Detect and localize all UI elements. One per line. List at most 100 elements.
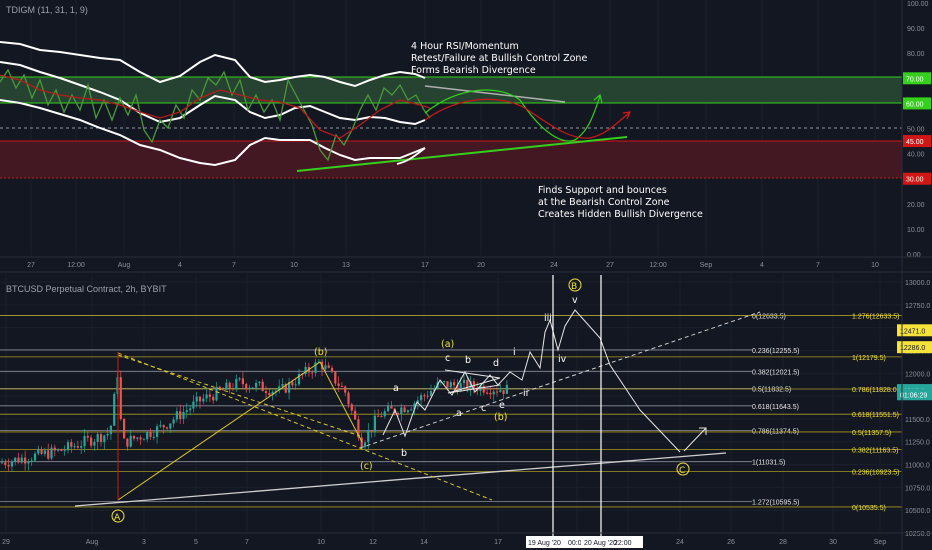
wave-count-path xyxy=(382,309,681,453)
candle-body xyxy=(40,448,43,454)
fib-white-label: 1.272(10595.5) xyxy=(752,499,799,506)
price-x-tick: 24 xyxy=(676,539,684,546)
candle-body xyxy=(37,448,40,454)
wave-iv-label: iv xyxy=(558,354,567,365)
candle-body xyxy=(304,366,307,375)
rsi-x-tick: 12:00 xyxy=(649,262,667,269)
yellow-dashed-bc2 xyxy=(117,354,361,437)
price-y-tick: 13000.0 xyxy=(905,280,930,287)
candle-body xyxy=(27,461,30,464)
candle-body xyxy=(156,426,159,437)
candle-body xyxy=(327,365,330,368)
candle-body xyxy=(86,435,89,438)
candle-body xyxy=(136,437,139,439)
wave-ii-label: ii xyxy=(523,388,528,399)
price-y-tick: 11000.0 xyxy=(905,463,930,470)
price-x-tick: 28 xyxy=(779,539,787,546)
price-panel-title[interactable]: BTCUSD Perpetual Contract, 2h, BYBIT xyxy=(6,284,167,294)
candle-body xyxy=(291,382,294,386)
rsi-signal-line xyxy=(0,74,431,139)
rsi-indicator-title[interactable]: TDIGM (11, 31, 1, 9) xyxy=(6,5,88,15)
candle-body xyxy=(169,423,172,429)
candle-body xyxy=(73,446,76,448)
candle-body xyxy=(241,378,244,385)
candle-body xyxy=(502,390,505,394)
rsi-panel[interactable]: 4 Hour RSI/Momentum Retest/Failure at Bu… xyxy=(0,1,931,259)
candle-body xyxy=(96,434,99,442)
wave-B-circle xyxy=(568,278,582,292)
candle-body xyxy=(80,446,83,448)
price-badge-label: 12471.0 xyxy=(900,328,925,335)
candle-body xyxy=(499,390,502,392)
candle-body xyxy=(245,384,248,390)
rsi-badge xyxy=(903,72,931,85)
wave-c-triangle-label: c xyxy=(445,353,450,364)
candle-body xyxy=(93,441,96,446)
bullish-control-zone xyxy=(0,77,902,103)
candle-body xyxy=(76,446,79,448)
candle-body xyxy=(248,387,251,390)
candle-body xyxy=(60,449,63,451)
candle-body xyxy=(172,419,175,424)
candle-body xyxy=(103,435,106,443)
wave-c-triangle2-label: c xyxy=(481,403,486,414)
candle-body xyxy=(17,457,20,463)
candle-body xyxy=(24,457,27,464)
rsi-badge-label: 45.00 xyxy=(906,139,924,146)
candle-body xyxy=(284,384,287,393)
rsi-badge-label: 30.00 xyxy=(906,177,924,184)
candle-body xyxy=(50,447,53,459)
candle-body xyxy=(14,457,17,462)
candle-body xyxy=(126,438,129,447)
candle-body xyxy=(268,393,271,396)
candle-body xyxy=(43,450,46,454)
candle-body xyxy=(165,427,169,429)
candle-body xyxy=(472,381,475,388)
rsi-x-tick: 17 xyxy=(421,262,429,269)
rsi-line xyxy=(0,68,431,162)
candle-body xyxy=(390,406,393,409)
fib-yellow-label: 1.276(12633.5) xyxy=(852,313,899,320)
candle-body xyxy=(47,450,50,459)
candle-body xyxy=(192,401,195,409)
fib-yellow-label: 0.5(11357.5) xyxy=(852,430,891,437)
candle-body xyxy=(400,407,403,415)
candle-body xyxy=(139,437,142,440)
candle-body xyxy=(370,429,373,432)
price-x-tick: 5 xyxy=(194,539,198,546)
price-x-tick: Aug xyxy=(86,539,99,546)
candle-body xyxy=(66,442,70,451)
candle-body xyxy=(387,406,390,412)
rsi-y-tick: 50.00 xyxy=(907,127,925,134)
time-label-4: 22:00 xyxy=(614,540,632,547)
candle-body xyxy=(261,381,264,392)
wave-a-triangle-label: a xyxy=(456,408,462,419)
rsi-middle-band xyxy=(0,61,426,126)
candle-body xyxy=(406,410,409,413)
fib-yellow-label: 0.618(11551.5) xyxy=(852,412,899,419)
rsi-y-tick: 40.00 xyxy=(907,152,925,159)
wave-labels: A B C (b) (c) (a) (b) a b c b d a c e i … xyxy=(111,278,690,523)
candle-body xyxy=(212,396,215,401)
rsi-lower-band xyxy=(0,99,426,167)
candle-body xyxy=(380,416,383,418)
price-panel[interactable]: BTCUSD Perpetual Contract, 2h, BYBIT 0(1… xyxy=(0,275,932,538)
candle-body xyxy=(489,392,492,395)
rsi-x-axis[interactable]: 27 12:00 Aug 4 7 10 13 17 20 24 27 12:00 Sep 4 7 10 xyxy=(27,262,879,269)
candle-body xyxy=(208,394,211,397)
final-c-arrow xyxy=(683,427,707,452)
candle-body xyxy=(453,382,456,386)
candle-body xyxy=(294,384,297,386)
candle-body xyxy=(492,391,495,395)
projected-red-arrowhead xyxy=(622,111,631,120)
price-x-tick: 17 xyxy=(494,539,502,546)
candle-body xyxy=(459,383,462,392)
rsi-bottom-annotation: Finds Support and bounces at the Bearish… xyxy=(538,185,703,220)
candle-body xyxy=(410,409,413,411)
candle-body xyxy=(334,371,337,384)
price-badge-label: 12286.0 xyxy=(900,345,925,352)
trend-line-ac xyxy=(74,452,727,507)
candle-body xyxy=(505,384,508,394)
candle-body xyxy=(420,395,423,401)
